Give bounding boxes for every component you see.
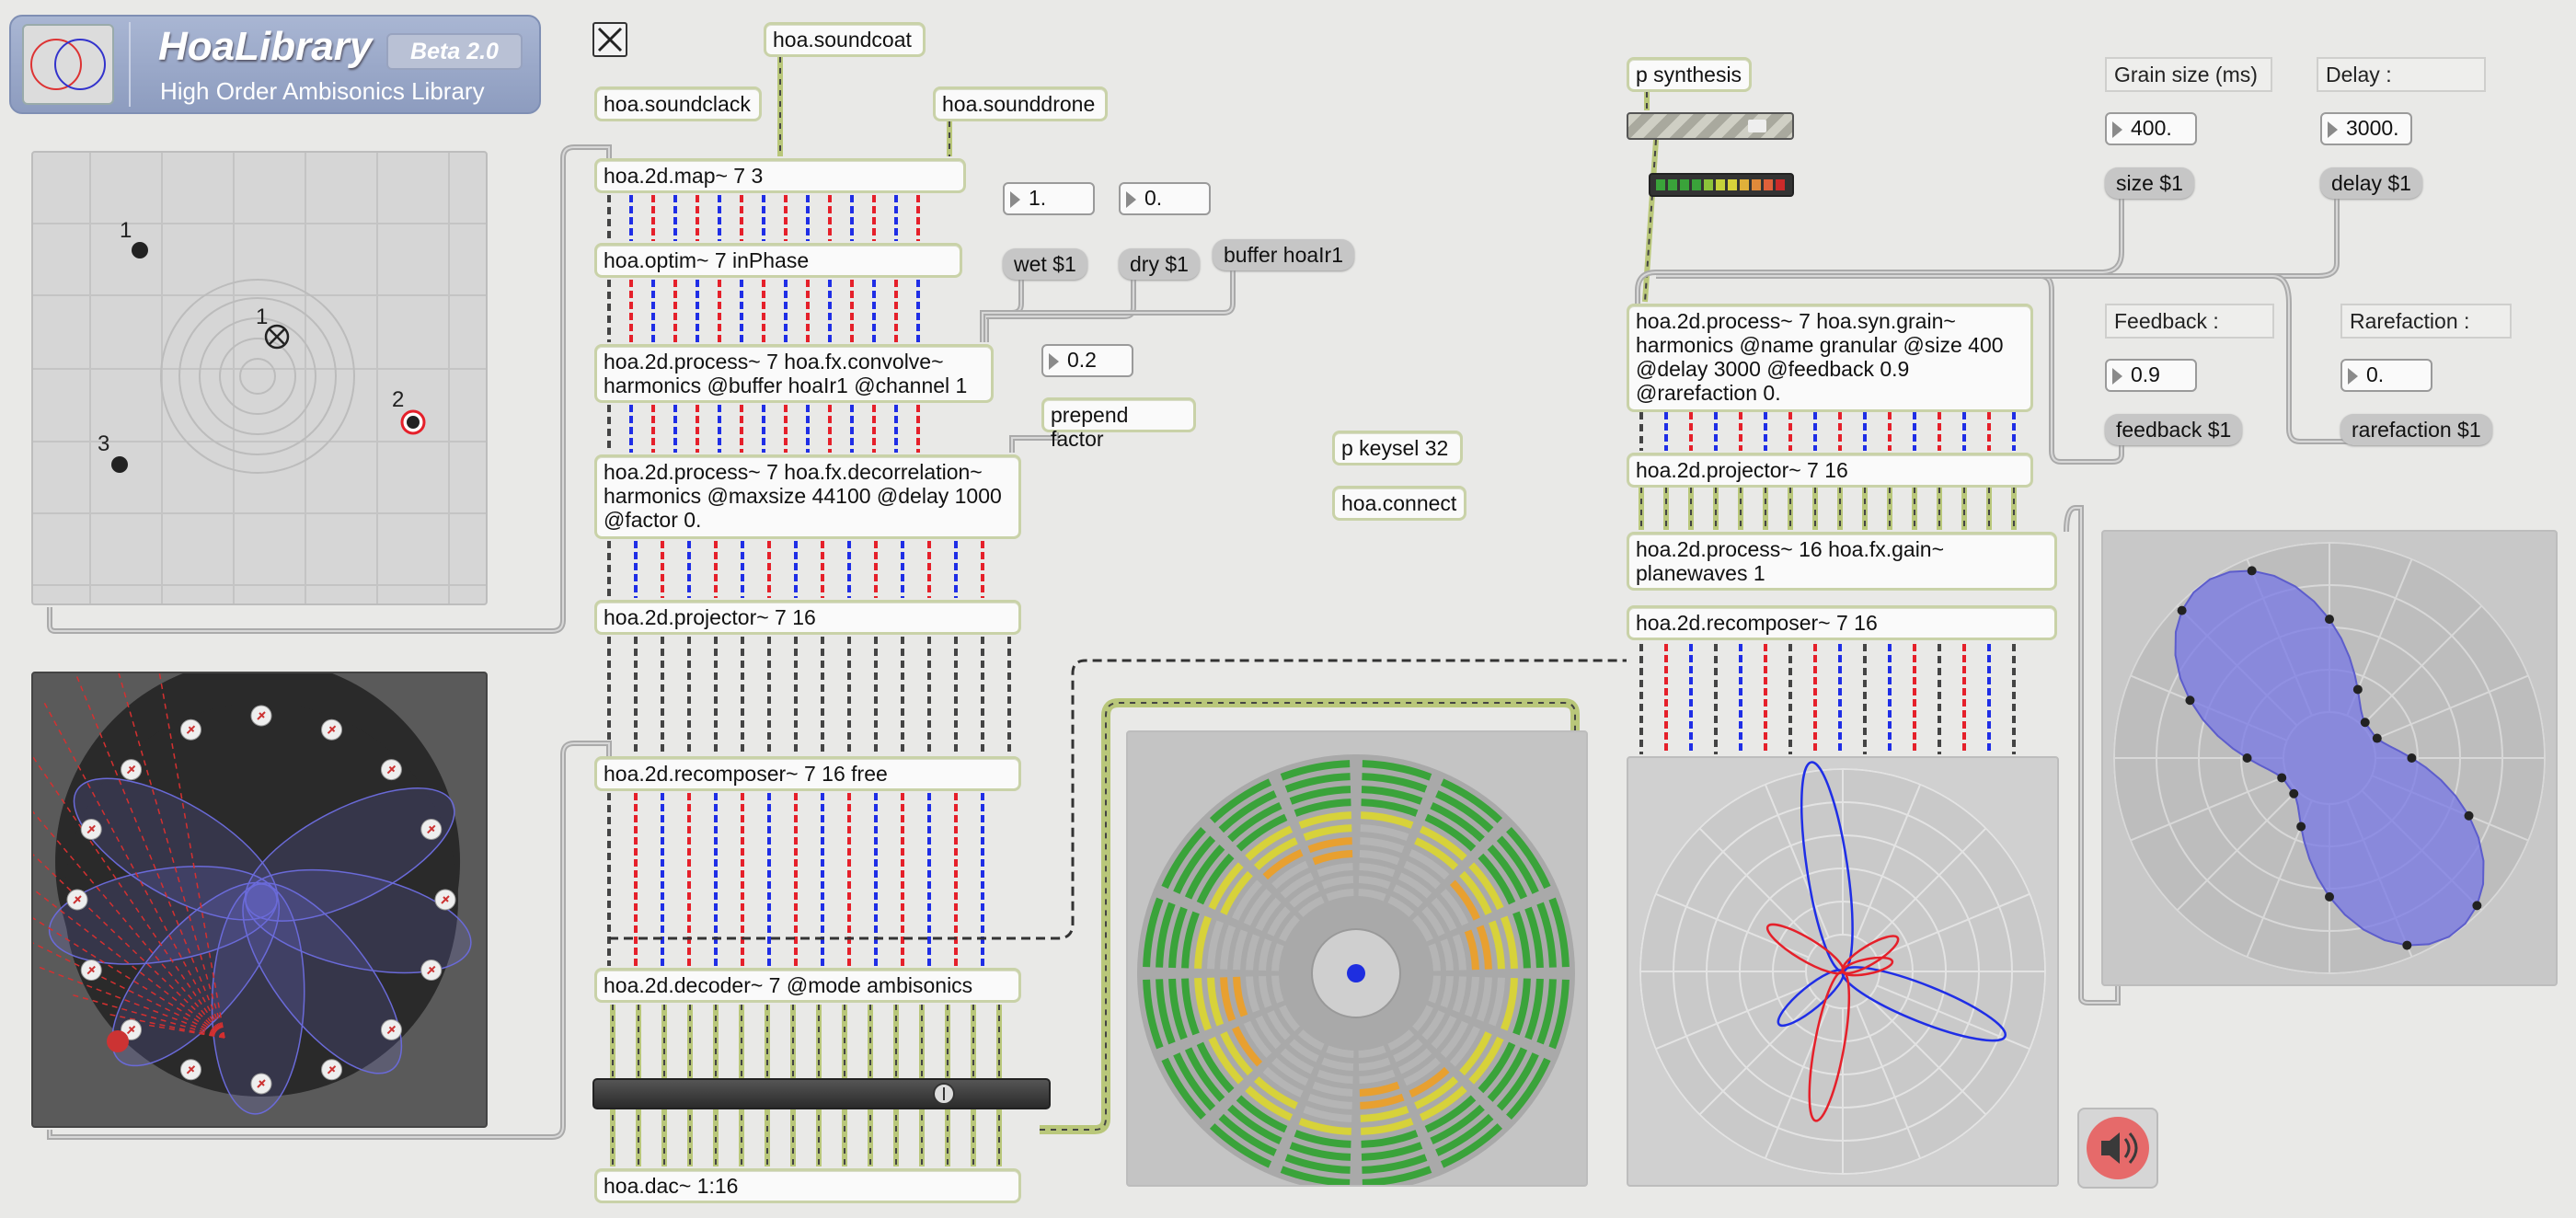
planewave-gain-panel[interactable] (2101, 530, 2558, 986)
synthesis-object[interactable]: p synthesis (1627, 57, 1752, 92)
connect-object[interactable]: hoa.connect (1332, 486, 1466, 521)
feedback-comment: Feedback : (2105, 304, 2274, 339)
hoa-recomposer-free-object[interactable]: hoa.2d.recomposer~ 7 16 free (594, 756, 1021, 791)
level-meter (1649, 173, 1794, 197)
hoa-header: HoaLibrary Beta 2.0 High Order Ambisonic… (9, 15, 541, 114)
hoa-convolve-object[interactable]: hoa.2d.process~ 7 hoa.fx.convolve~ harmo… (594, 344, 994, 403)
synthesis-slider[interactable] (1627, 112, 1794, 140)
wet-number[interactable]: 1. (1003, 182, 1095, 215)
header-subtitle: High Order Ambisonics Library (160, 77, 485, 105)
source-label-1: 1 (120, 218, 132, 243)
hoa-optim-object[interactable]: hoa.optim~ 7 inPhase (594, 243, 962, 278)
hoa-dac-object[interactable]: hoa.dac~ 1:16 (594, 1168, 1021, 1203)
hoa-projector-right-object[interactable]: hoa.2d.projector~ 7 16 (1627, 453, 2033, 488)
map-source-1[interactable] (132, 242, 148, 259)
hoa-map-object[interactable]: hoa.2d.map~ 7 3 (594, 158, 966, 193)
feedback-number[interactable]: 0.9 (2105, 359, 2197, 392)
gain-canvas[interactable] (2103, 532, 2556, 984)
beta-badge: Beta 2.0 (386, 33, 523, 70)
grain-size-comment: Grain size (ms) (2105, 57, 2272, 92)
gain-slider-knob[interactable] (933, 1083, 955, 1105)
speaker-visualisation-panel (0, 644, 488, 1128)
size-message[interactable]: size $1 (2105, 167, 2194, 199)
hoa-decoder-object[interactable]: hoa.2d.decoder~ 7 @mode ambisonics (594, 968, 1021, 1003)
hoa-decorrelation-object[interactable]: hoa.2d.process~ 7 hoa.fx.decorrelation~ … (594, 454, 1021, 539)
wet-message[interactable]: wet $1 (1003, 248, 1087, 280)
hoa-projector-left-object[interactable]: hoa.2d.projector~ 7 16 (594, 600, 1021, 635)
speaker-icon[interactable] (2077, 1108, 2158, 1189)
dry-message[interactable]: dry $1 (1119, 248, 1200, 280)
harmonic-scope-panel (1627, 756, 2059, 1187)
map-group-center[interactable] (264, 324, 290, 350)
rarefaction-number[interactable]: 0. (2340, 359, 2432, 392)
rarefaction-message[interactable]: rarefaction $1 (2340, 414, 2492, 445)
dry-number[interactable]: 0. (1119, 182, 1211, 215)
feedback-message[interactable]: feedback $1 (2105, 414, 2243, 445)
group-label-1: 1 (256, 304, 268, 329)
map-canvas[interactable]: 1 2 3 1 (33, 153, 486, 603)
source-label-2: 2 (392, 387, 404, 412)
toggle-x-icon[interactable] (592, 22, 627, 57)
prepend-factor-object[interactable]: prepend factor (1041, 397, 1196, 451)
scope-canvas (1639, 761, 2046, 1175)
gain-slider[interactable] (592, 1078, 1051, 1109)
hoa-soundclack-object[interactable]: hoa.soundclack (594, 86, 762, 121)
map-source-3[interactable] (111, 456, 128, 473)
delay-comment: Delay : (2317, 57, 2486, 92)
header-title: HoaLibrary (158, 24, 373, 69)
hoa-grain-object[interactable]: hoa.2d.process~ 7 hoa.syn.grain~ harmoni… (1627, 304, 2033, 412)
grain-size-number[interactable]: 400. (2105, 112, 2197, 145)
delay-number[interactable]: 3000. (2320, 112, 2412, 145)
buffer-message[interactable]: buffer hoaIr1 (1213, 239, 1355, 270)
factor-number[interactable]: 0.2 (1041, 344, 1133, 377)
hoa-map-panel[interactable]: 1 2 3 1 (31, 151, 488, 605)
visualisation-canvas (0, 644, 472, 1115)
map-source-2[interactable] (400, 409, 426, 435)
source-label-3: 3 (98, 431, 109, 456)
hoa-logo-icon (22, 24, 114, 105)
rarefaction-comment: Rarefaction : (2340, 304, 2512, 339)
hoa-recomposer-right-object[interactable]: hoa.2d.recomposer~ 7 16 (1627, 605, 2057, 640)
hoa-sounddrone-object[interactable]: hoa.sounddrone (933, 86, 1108, 121)
meter-panel (1126, 730, 1588, 1192)
delay-message[interactable]: delay $1 (2320, 167, 2422, 199)
meter-canvas (1137, 754, 1575, 1192)
hoa-soundcoat-object[interactable]: hoa.soundcoat (764, 22, 926, 57)
keysel-object[interactable]: p keysel 32 (1332, 431, 1463, 465)
hoa-gain-object[interactable]: hoa.2d.process~ 16 hoa.fx.gain~ planewav… (1627, 532, 2057, 591)
